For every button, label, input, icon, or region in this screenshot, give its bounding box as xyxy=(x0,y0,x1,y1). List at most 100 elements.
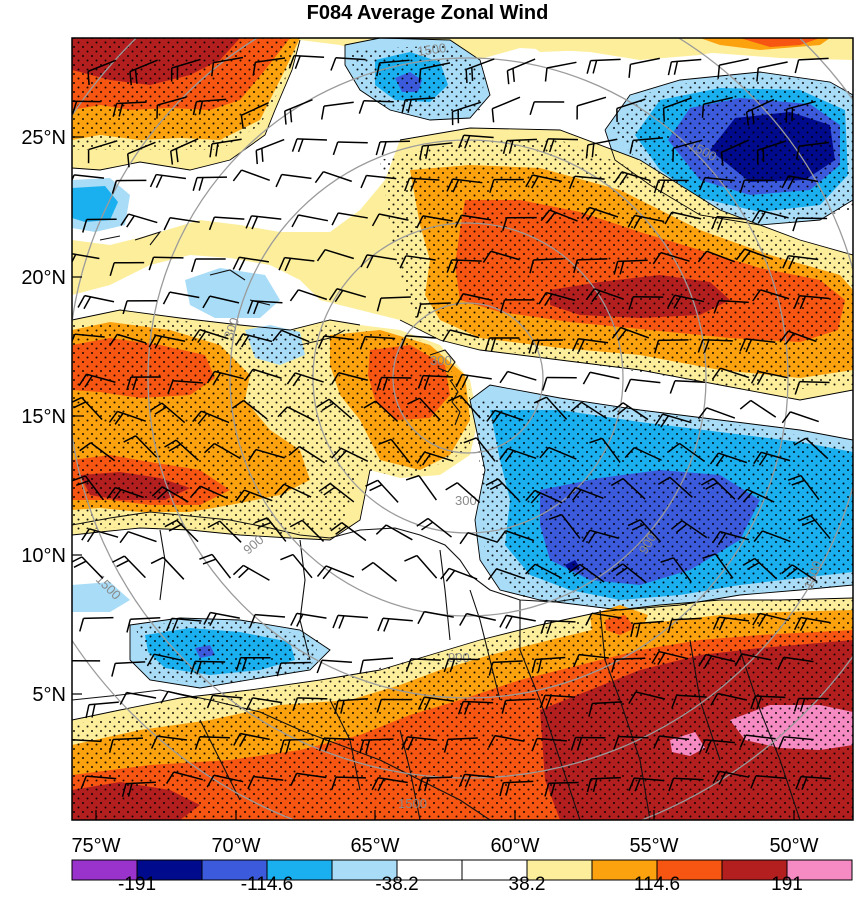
wind-barb xyxy=(375,140,411,156)
wind-barb xyxy=(235,656,271,671)
wind-barb xyxy=(151,486,189,503)
wind-barb xyxy=(119,691,157,705)
wind-barb xyxy=(399,255,436,269)
wind-barb xyxy=(794,380,830,395)
wind-barb xyxy=(777,656,814,670)
wind-barb xyxy=(624,446,662,461)
wind-barb xyxy=(232,169,270,182)
wind-barb xyxy=(146,653,184,667)
wind-barb xyxy=(795,775,831,790)
wind-barb xyxy=(290,772,327,787)
wind-barb xyxy=(120,213,158,228)
wind-barb xyxy=(667,58,702,76)
ring-label: 300 xyxy=(455,493,477,508)
wind-barb xyxy=(458,134,494,149)
wind-barb xyxy=(288,445,326,464)
wind-barb xyxy=(653,735,690,749)
wind-barb xyxy=(359,335,396,350)
wind-barb xyxy=(581,529,619,544)
wind-barb xyxy=(710,692,748,706)
wind-barb xyxy=(419,142,453,160)
wind-barb xyxy=(164,439,199,461)
wind-barb xyxy=(206,694,243,709)
wind-barb xyxy=(371,213,409,227)
wind-barb xyxy=(359,657,394,674)
wind-barb xyxy=(445,482,481,504)
wind-barb xyxy=(539,694,576,709)
wind-barb xyxy=(539,446,577,460)
wind-barb xyxy=(455,293,493,306)
wind-barb xyxy=(750,695,786,710)
wind-barb xyxy=(371,776,408,792)
wind-barb xyxy=(160,690,198,704)
wind-barb xyxy=(753,451,791,466)
wind-barb xyxy=(416,517,452,538)
wind-barb xyxy=(712,770,750,785)
wind-barb xyxy=(316,659,352,674)
wind-barb xyxy=(72,660,101,662)
wind-barbs xyxy=(72,54,831,798)
wind-barb xyxy=(446,259,482,274)
wind-barb xyxy=(540,619,576,635)
wind-barb xyxy=(616,98,646,123)
wind-barb xyxy=(210,56,244,77)
wind-barb xyxy=(502,138,537,154)
stipple-top-blob xyxy=(350,45,485,118)
wind-barb xyxy=(629,137,664,154)
wind-barb xyxy=(442,329,480,342)
wind-barb xyxy=(734,653,772,667)
lat-axis xyxy=(72,136,82,695)
wind-barb xyxy=(756,61,788,82)
wind-barb xyxy=(359,738,394,754)
wind-barb xyxy=(78,373,116,388)
wind-barb xyxy=(586,776,621,793)
wind-barb xyxy=(459,531,497,545)
wind-barb xyxy=(487,568,526,581)
wind-barb xyxy=(416,451,454,466)
wind-barb xyxy=(203,611,240,626)
wind-barb xyxy=(628,777,665,792)
wind-barb xyxy=(611,657,646,673)
wind-barb xyxy=(581,206,619,221)
contour-lightblue-sw xyxy=(72,582,130,612)
wind-barb xyxy=(611,563,647,584)
wind-barb xyxy=(87,59,117,85)
wind-barb xyxy=(123,435,158,458)
ring-label: 900 xyxy=(448,650,470,665)
stipple-east xyxy=(475,400,853,608)
wind-barb xyxy=(320,101,354,120)
wind-barb xyxy=(203,442,241,460)
wind-barb xyxy=(720,139,750,166)
wind-barb xyxy=(167,380,203,394)
wind-barb xyxy=(482,250,520,263)
wind-barb xyxy=(81,528,119,543)
wind-barb xyxy=(739,734,776,748)
wind-barb xyxy=(465,58,495,84)
wind-barb xyxy=(752,289,790,302)
wind-barb xyxy=(247,300,283,315)
wind-barb xyxy=(272,329,310,343)
wind-barb xyxy=(488,660,523,676)
wind-barb xyxy=(496,530,535,543)
wind-barb xyxy=(668,777,704,792)
wind-barb xyxy=(698,176,735,191)
wind-barb xyxy=(378,438,411,464)
wind-barb xyxy=(753,530,791,543)
wind-barb xyxy=(777,736,814,750)
wind-barb xyxy=(72,174,105,188)
wind-barb xyxy=(77,294,115,310)
wind-barb xyxy=(405,474,437,501)
wind-barb xyxy=(485,478,520,501)
wind-barb xyxy=(277,406,315,422)
wind-barb xyxy=(111,179,147,194)
wind-barb xyxy=(252,57,286,76)
wind-barb xyxy=(798,514,831,540)
stipple-sw xyxy=(135,620,320,685)
wind-barb xyxy=(792,217,828,232)
wind-barb xyxy=(292,697,328,711)
outline-east xyxy=(469,384,853,611)
wind-barb xyxy=(613,735,649,750)
wind-barb xyxy=(544,781,579,797)
wind-barb xyxy=(334,698,368,715)
wind-barb xyxy=(499,614,536,629)
